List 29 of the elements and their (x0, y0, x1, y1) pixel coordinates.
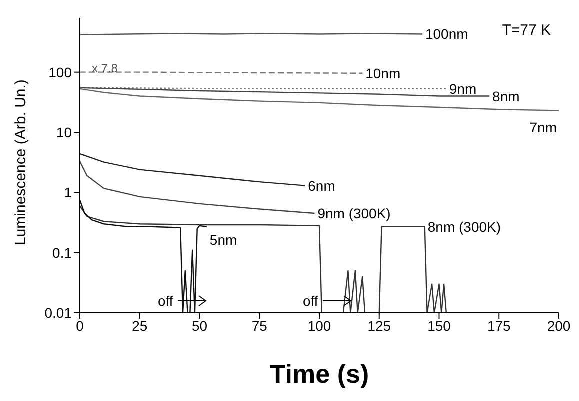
x-tick-label: 175 (487, 318, 512, 334)
y-tick-label: 100 (48, 64, 72, 80)
series-label: 100nm (425, 26, 468, 42)
annotation: T=77 K (502, 22, 551, 39)
y-tick-label: 0.1 (52, 244, 72, 261)
y-tick-label: 10 (56, 124, 72, 140)
x-tick-label: 150 (428, 318, 452, 334)
series-label: 9nm (300K) (318, 206, 391, 222)
x-tick-label: 75 (252, 318, 268, 334)
series-label: 8nm (492, 88, 520, 104)
x-tick-label: 25 (132, 318, 148, 334)
annotation: off (303, 293, 318, 309)
series-label: 5nm (210, 232, 238, 248)
y-tick-label: 0.01 (44, 304, 72, 321)
series-label: 9nm (449, 80, 477, 97)
series-label: 8nm (300K) (428, 218, 502, 235)
y-tick-label: 1 (64, 184, 72, 201)
x-tick-label: 0 (76, 318, 84, 334)
x-axis-title: Time (s) (270, 359, 370, 389)
y-axis-title: Luminescence (Arb. Un.) (12, 80, 30, 246)
series-label: 7nm (530, 120, 557, 136)
series-label: 6nm (308, 178, 336, 194)
series-label: 10nm (366, 65, 401, 82)
annotation: x 7.8 (92, 61, 118, 76)
x-tick-label: 125 (368, 318, 392, 334)
annotation: off (158, 293, 174, 309)
x-tick-label: 100 (308, 318, 332, 334)
x-tick-label: 50 (192, 318, 208, 334)
x-tick-label: 200 (547, 318, 571, 334)
